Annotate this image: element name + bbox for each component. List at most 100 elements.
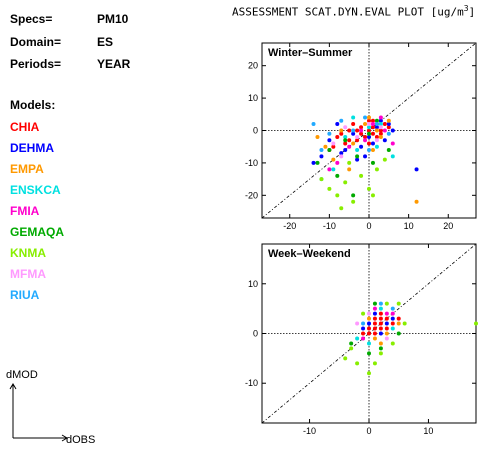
chart1-point-series6 (315, 160, 320, 165)
chart2-point-series4 (390, 326, 395, 331)
chart1-point-series7 (319, 177, 324, 182)
chart1-point-series7 (327, 186, 332, 191)
chart1-point-series2 (351, 131, 356, 136)
chart1-point-series5 (390, 141, 395, 146)
chart1-point-series1 (331, 144, 336, 149)
chart1-point-series7 (367, 186, 371, 191)
chart1-point-series4 (351, 115, 356, 120)
chart1-xtick-label: 20 (443, 221, 453, 231)
chart1-point-series6 (355, 154, 360, 159)
chart1-point-series6 (351, 193, 356, 198)
plot-title: ASSESSMENT SCAT.DYN.EVAL PLOT [ug/m3] (232, 4, 475, 19)
chart2-point-series1 (372, 331, 377, 336)
chart1-point-series2 (367, 134, 371, 139)
chart1-point-series8 (343, 125, 348, 130)
plot-title-text: ASSESSMENT SCAT.DYN.EVAL PLOT [ug/m (232, 5, 464, 19)
chart1-ytick-label: -20 (245, 190, 258, 200)
chart1-point-series9 (351, 128, 356, 133)
periods-label: Periods= (10, 57, 62, 71)
chart1-point-series1 (335, 134, 340, 139)
chart2-point-series6 (367, 351, 371, 356)
chart2-point-series5 (384, 311, 389, 316)
chart2-point-series8 (355, 321, 360, 326)
chart1-point-series7 (343, 180, 348, 185)
chart1-point-series2 (355, 157, 360, 162)
x-arrow-head (61, 434, 68, 442)
chart2-point-series9 (378, 301, 383, 306)
chart2-point-series1 (378, 311, 383, 316)
domain-value: ES (97, 35, 114, 49)
chart1-point-series4 (331, 167, 336, 172)
chart2-point-series1 (361, 331, 366, 336)
chart1-point-series1 (378, 128, 383, 133)
chart1-point-series1 (359, 131, 364, 136)
chart1-point-series2 (319, 154, 324, 159)
plot-title-superscript: 3 (463, 4, 469, 13)
chart2-point-series7 (396, 301, 401, 306)
chart1-xtick-label: -20 (283, 221, 296, 231)
model-legend-chia: CHIA (10, 120, 40, 134)
chart2-point-series2 (372, 311, 377, 316)
chart2-point-series9 (390, 306, 395, 311)
chart1-point-series7 (339, 206, 344, 211)
chart1-point-series3 (351, 141, 356, 146)
chart2-xtick-label: -10 (303, 426, 316, 436)
chart1-point-series6 (374, 118, 379, 123)
chart2-point-series7 (367, 371, 371, 376)
chart1-point-series6 (386, 147, 391, 152)
chart1-point-series1 (386, 125, 391, 130)
chart2-point-series7 (474, 321, 478, 326)
chart1-point-series9 (339, 118, 344, 123)
specs-value: PM10 (97, 12, 129, 26)
periods-value: YEAR (97, 57, 131, 71)
chart2-title: Week–Weekend (268, 248, 351, 260)
chart1-point-series1 (359, 125, 364, 130)
chart1-point-series1 (378, 131, 383, 136)
chart1-point-series5 (382, 128, 387, 133)
chart2-point-series7 (343, 356, 348, 361)
chart1-point-series3 (347, 167, 352, 172)
chart2-ytick-label: 10 (248, 279, 258, 289)
plot-title-end: ] (468, 5, 476, 19)
chart1-point-series3 (386, 118, 391, 123)
chart2-point-series2 (361, 326, 366, 331)
chart1-point-series9 (319, 147, 324, 152)
chart2-point-series3 (384, 331, 389, 336)
chart1-point-series7 (370, 193, 375, 198)
chart2-point-series1 (396, 316, 401, 321)
chart1-point-series2 (359, 144, 364, 149)
chart1-point-series2 (374, 125, 379, 130)
chart1-point-series9 (374, 122, 379, 127)
chart1-ytick-label: -10 (245, 158, 258, 168)
chart1-point-series1 (347, 138, 352, 143)
chart1-point-series3 (414, 199, 419, 204)
chart1-point-series3 (323, 144, 328, 149)
chart2-point-series1 (367, 326, 371, 331)
chart2-point-series7 (378, 351, 383, 356)
chart1-point-series1 (370, 118, 375, 123)
chart1-point-series5 (327, 167, 332, 172)
model-legend-knma: KNMA (10, 246, 46, 260)
chart1-point-series6 (370, 160, 375, 165)
chart1-point-series9 (363, 115, 368, 120)
chart1-point-series8 (355, 134, 360, 139)
chart2-point-series1 (384, 326, 389, 331)
chart1-point-series1 (355, 128, 360, 133)
chart1-point-series1 (347, 128, 352, 133)
chart1-xtick-label: 0 (366, 221, 371, 231)
model-legend-enskca: ENSKCA (10, 183, 61, 197)
chart2-point-series8 (367, 311, 371, 316)
chart1-point-series7 (351, 199, 356, 204)
model-legend-dehma: DEHMA (10, 141, 54, 155)
models-title: Models: (10, 98, 56, 112)
chart2-point-series3 (378, 341, 383, 346)
chart2-point-series3 (372, 336, 377, 341)
chart2-point-series6 (349, 341, 354, 346)
specs-label: Specs= (10, 12, 53, 26)
chart1-point-series4 (378, 122, 383, 127)
model-legend-mfma: MFMA (10, 267, 46, 281)
chart2-xtick-label: 10 (423, 426, 433, 436)
chart1-point-series5 (335, 160, 340, 165)
